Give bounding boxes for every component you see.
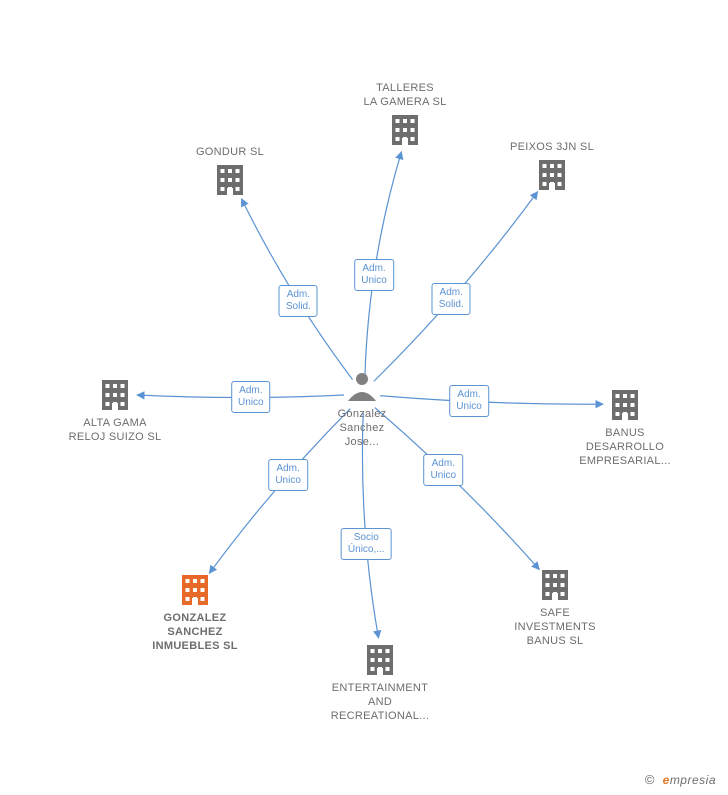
brand-first-letter: e [663, 773, 670, 787]
edge-label: Adm. Solid. [279, 285, 318, 317]
brand-rest: mpresia [670, 773, 716, 787]
copyright-symbol: © [645, 772, 655, 787]
node-label: BANUS DESARROLLO EMPRESARIAL... [565, 426, 685, 468]
edge-label: Adm. Unico [268, 459, 308, 491]
edge-label: Adm. Unico [449, 385, 489, 417]
node-label: GONZALEZ SANCHEZ INMUEBLES SL [135, 611, 255, 653]
node-label: GONDUR SL [170, 145, 290, 159]
edge-label: Socio Único,... [341, 528, 392, 560]
edge-label: Adm. Unico [354, 259, 394, 291]
edge-label: Adm. Unico [231, 381, 271, 413]
center-node-label: Gonzalez Sanchez Jose... [302, 407, 422, 449]
node-label: TALLERES LA GAMERA SL [345, 81, 465, 109]
node-label: PEIXOS 3JN SL [492, 140, 612, 154]
node-label: ENTERTAINMENT AND RECREATIONAL... [320, 681, 440, 723]
network-svg [0, 0, 728, 795]
node-label: ALTA GAMA RELOJ SUIZO SL [55, 416, 175, 444]
copyright: © empresia [645, 772, 716, 787]
node-label: SAFE INVESTMENTS BANUS SL [495, 606, 615, 648]
edge-label: Adm. Solid. [432, 283, 471, 315]
edge-label: Adm. Unico [424, 454, 464, 486]
